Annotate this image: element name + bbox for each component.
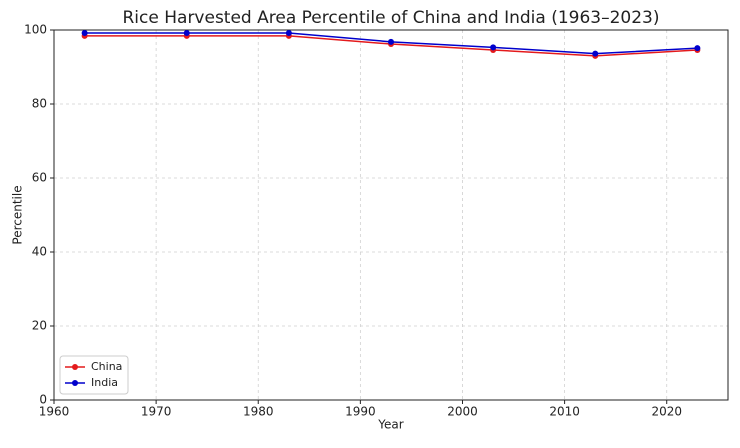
- y-tick-label: 60: [32, 171, 47, 185]
- data-point: [183, 29, 190, 36]
- y-tick-label: 20: [32, 319, 47, 333]
- legend-marker: [72, 364, 78, 370]
- x-tick-label: 1970: [141, 405, 172, 419]
- data-point: [81, 29, 88, 36]
- x-tick-label: 1990: [345, 405, 376, 419]
- data-point: [694, 45, 701, 52]
- y-tick-label: 100: [24, 23, 47, 37]
- legend-label: China: [91, 360, 122, 373]
- plot-frame: [53, 29, 729, 401]
- x-tick-label: 2000: [447, 405, 478, 419]
- x-tick-label: 1980: [243, 405, 274, 419]
- y-tick-label: 40: [32, 245, 47, 259]
- x-tick-label: 2010: [549, 405, 580, 419]
- data-point: [388, 38, 394, 45]
- x-tick-label: 1960: [39, 405, 70, 419]
- legend-label: India: [91, 376, 118, 389]
- x-tick-label: 2020: [651, 405, 682, 419]
- data-point: [285, 29, 292, 36]
- legend: China India: [59, 355, 129, 395]
- legend-marker: [72, 380, 78, 386]
- y-tick-label: 80: [32, 97, 47, 111]
- y-axis-label: Percentile: [11, 185, 25, 244]
- y-tick-label: 0: [39, 393, 47, 407]
- data-point: [490, 44, 497, 51]
- data-point: [592, 50, 599, 57]
- chart-title: Rice Harvested Area Percentile of China …: [123, 8, 660, 28]
- x-axis-label: Year: [377, 418, 403, 432]
